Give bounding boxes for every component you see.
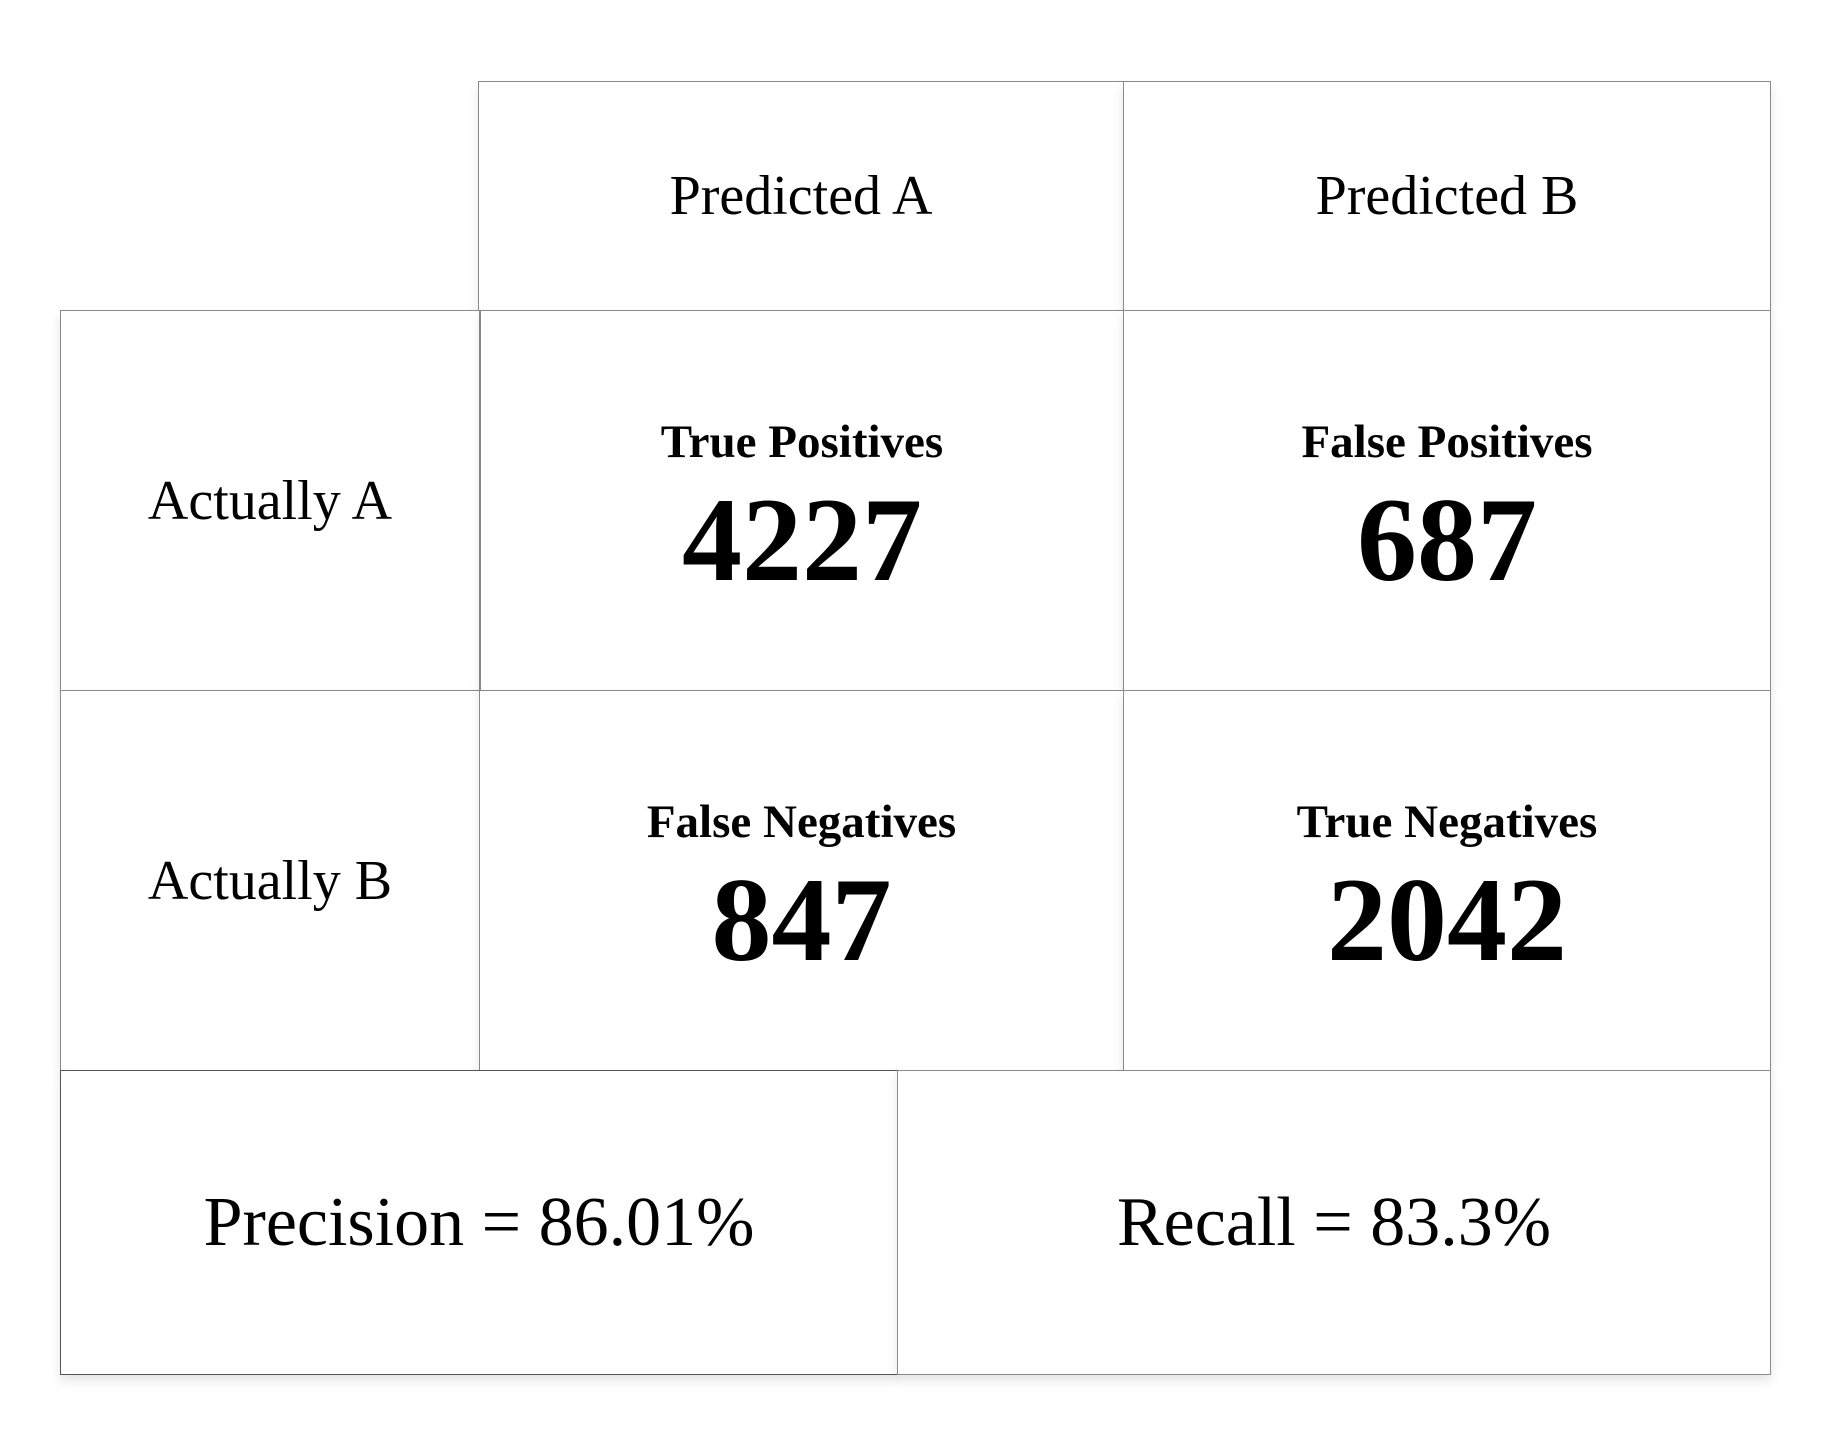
- column-header-predicted-b: Predicted B: [1123, 81, 1771, 311]
- row-header-actually-b: Actually B: [60, 690, 480, 1071]
- true-negatives-cell: True Negatives 2042: [1123, 690, 1771, 1071]
- false-positives-value: 687: [1357, 473, 1537, 606]
- row-header-label: Actually B: [147, 849, 393, 912]
- column-header-predicted-a: Predicted A: [478, 81, 1124, 311]
- recall-box: Recall = 83.3%: [897, 1070, 1771, 1375]
- true-positives-label: True Positives: [660, 416, 944, 468]
- true-positives-value: 4227: [682, 473, 922, 606]
- row-header-label: Actually A: [147, 469, 393, 532]
- precision-text: Precision = 86.01%: [203, 1183, 755, 1261]
- true-positives-cell: True Positives 4227: [480, 310, 1124, 691]
- precision-box: Precision = 86.01%: [60, 1070, 898, 1375]
- false-positives-cell: False Positives 687: [1123, 310, 1771, 691]
- column-header-label: Predicted B: [1315, 165, 1579, 227]
- false-negatives-value: 847: [711, 853, 892, 986]
- false-negatives-label: False Negatives: [646, 796, 957, 848]
- false-positives-label: False Positives: [1301, 416, 1593, 468]
- recall-text: Recall = 83.3%: [1116, 1183, 1552, 1261]
- true-negatives-label: True Negatives: [1296, 796, 1598, 848]
- false-negatives-cell: False Negatives 847: [479, 690, 1124, 1071]
- column-header-label: Predicted A: [669, 165, 933, 227]
- true-negatives-value: 2042: [1327, 853, 1567, 986]
- row-header-actually-a: Actually A: [60, 310, 480, 691]
